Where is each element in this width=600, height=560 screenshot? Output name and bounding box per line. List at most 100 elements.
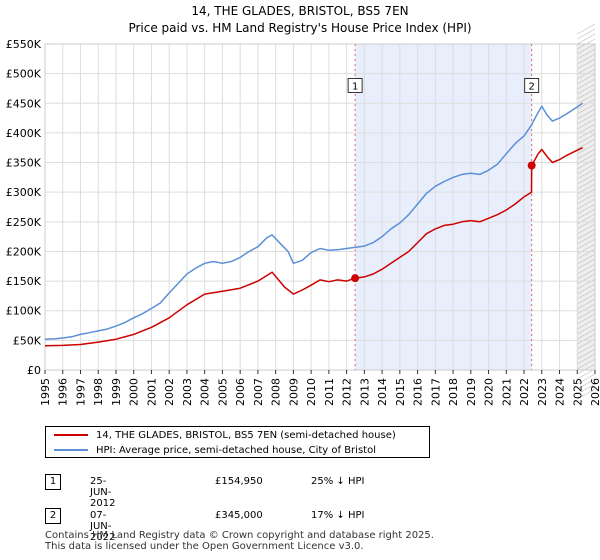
sale-badge-2: 2 (45, 508, 61, 524)
forecast-hatch (577, 383, 596, 395)
forecast-hatch (577, 173, 596, 185)
forecast-hatch (577, 363, 596, 375)
chart-subtitle: Price paid vs. HM Land Registry's House … (128, 21, 471, 35)
forecast-hatch (577, 128, 596, 140)
forecast-hatch (577, 218, 596, 230)
forecast-hatch (577, 223, 596, 235)
forecast-hatch (577, 118, 596, 130)
forecast-hatch (577, 208, 596, 220)
y-tick-label: £100K (6, 305, 42, 318)
forecast-hatch (577, 388, 596, 400)
y-tick-label: £250K (6, 216, 42, 229)
forecast-hatch (577, 258, 596, 270)
sale-point-2 (527, 161, 536, 170)
forecast-hatch (577, 243, 596, 255)
forecast-hatch (577, 358, 596, 370)
forecast-hatch (577, 228, 596, 240)
forecast-hatch (577, 58, 596, 70)
legend-item-property: 14, THE GLADES, BRISTOL, BS5 7EN (semi-d… (54, 428, 396, 442)
annotation-label-2: 2 (528, 81, 534, 92)
legend-swatch-property (54, 434, 88, 436)
y-tick-label: £550K (6, 38, 42, 51)
x-tick-label: 2006 (234, 378, 247, 406)
annotation-box-1 (347, 77, 363, 93)
x-tick-label: 2017 (429, 378, 442, 406)
forecast-hatch (577, 373, 596, 385)
x-tick-label: 2015 (394, 378, 407, 406)
sale-hpi-2: 17% ↓ HPI (311, 510, 365, 521)
y-tick-label: £400K (6, 127, 42, 140)
forecast-hatch (577, 253, 596, 265)
forecast-hatch (577, 288, 596, 300)
forecast-hatch (577, 188, 596, 200)
forecast-hatch (577, 193, 596, 205)
y-tick-label: £50K (13, 334, 42, 347)
forecast-hatch (577, 83, 596, 95)
forecast-hatch (577, 113, 596, 125)
forecast-hatch (577, 263, 596, 275)
x-tick-label: 2018 (447, 378, 460, 406)
y-tick-label: £0 (27, 364, 41, 377)
forecast-hatch (577, 163, 596, 175)
sale-badge-1: 1 (45, 474, 61, 490)
forecast-hatch (577, 178, 596, 190)
forecast-hatch (577, 53, 596, 65)
forecast-hatch (577, 348, 596, 360)
forecast-hatch (577, 73, 596, 85)
forecast-hatch (577, 353, 596, 365)
forecast-hatch (577, 48, 596, 60)
x-tick-label: 2026 (589, 378, 600, 406)
forecast-hatch (577, 313, 596, 325)
forecast-hatch (577, 268, 596, 280)
forecast-hatch (577, 333, 596, 345)
forecast-hatch (577, 378, 596, 390)
x-tick-label: 2019 (465, 378, 478, 406)
x-tick-label: 2007 (252, 378, 265, 406)
x-tick-label: 2023 (536, 378, 549, 406)
footer-line-2: This data is licensed under the Open Gov… (45, 541, 364, 552)
x-tick-label: 1995 (39, 378, 52, 406)
forecast-hatch (577, 43, 596, 55)
legend-label-hpi: HPI: Average price, semi-detached house,… (96, 444, 376, 456)
forecast-hatch (577, 233, 596, 245)
legend-item-hpi: HPI: Average price, semi-detached house,… (54, 443, 376, 457)
forecast-hatch (577, 283, 596, 295)
y-tick-label: £300K (6, 186, 42, 199)
sale-date-1: 25-JUN-2012 (90, 476, 116, 509)
x-tick-label: 2001 (145, 378, 158, 406)
forecast-hatch (577, 238, 596, 250)
legend-swatch-hpi (54, 449, 88, 451)
x-tick-label: 2013 (358, 378, 371, 406)
forecast-hatch (577, 93, 596, 105)
forecast-hatch (577, 303, 596, 315)
x-tick-label: 2005 (216, 378, 229, 406)
x-tick-label: 2025 (571, 378, 584, 406)
forecast-hatch (577, 293, 596, 305)
legend-label-property: 14, THE GLADES, BRISTOL, BS5 7EN (semi-d… (96, 429, 396, 441)
price-chart: 14, THE GLADES, BRISTOL, BS5 7EN Price p… (6, 4, 600, 406)
footer-attribution: Contains HM Land Registry data © Crown c… (45, 530, 434, 552)
forecast-hatch (577, 273, 596, 285)
shaded-period (355, 44, 532, 370)
chart-title: 14, THE GLADES, BRISTOL, BS5 7EN (191, 4, 408, 18)
x-tick-label: 2002 (163, 378, 176, 406)
forecast-hatch (577, 108, 596, 120)
sale-price-2: £345,000 (215, 510, 263, 521)
forecast-hatch (577, 328, 596, 340)
x-tick-label: 2014 (376, 378, 389, 406)
x-tick-label: 2021 (500, 378, 513, 406)
x-tick-label: 2003 (181, 378, 194, 406)
x-tick-label: 1998 (92, 378, 105, 406)
forecast-hatch (577, 123, 596, 135)
series-line-property (44, 147, 583, 347)
forecast-hatch (577, 28, 596, 40)
legend: 14, THE GLADES, BRISTOL, BS5 7EN (semi-d… (45, 426, 430, 458)
forecast-hatch (577, 368, 596, 380)
x-tick-label: 2012 (341, 378, 354, 406)
x-tick-label: 1999 (110, 378, 123, 406)
annotation-box-2 (524, 77, 540, 93)
y-tick-label: £500K (6, 68, 42, 81)
forecast-hatch (577, 198, 596, 210)
x-tick-label: 2010 (305, 378, 318, 406)
forecast-region (577, 44, 595, 370)
